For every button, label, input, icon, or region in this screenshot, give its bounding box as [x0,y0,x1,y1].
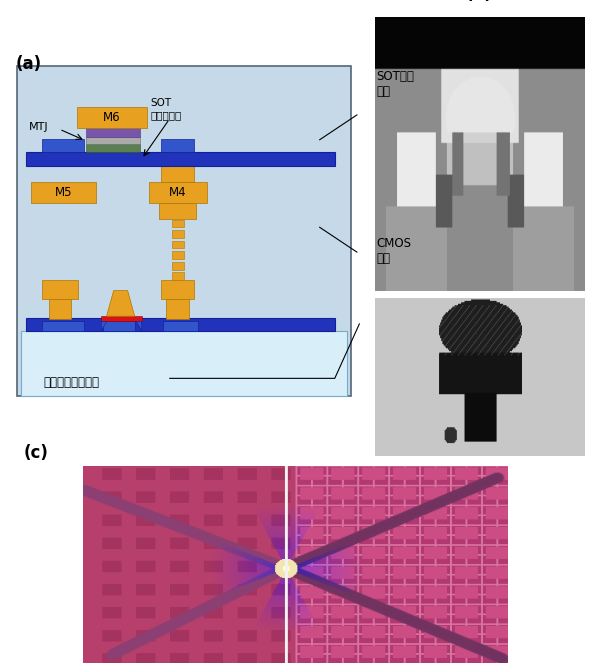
Bar [166,299,189,319]
Text: (a): (a) [15,56,41,74]
Bar [101,316,142,322]
Text: セルトランジスタ: セルトランジスタ [44,377,99,389]
Text: SOT
チャネル層: SOT チャネル層 [150,98,182,120]
Bar [172,230,184,238]
Bar [172,220,184,227]
Bar [86,129,140,137]
Bar [161,139,194,152]
Bar [21,331,347,396]
Bar [77,107,147,129]
Bar [161,166,194,182]
Text: SOT素子
部分: SOT素子 部分 [376,70,414,98]
Polygon shape [107,291,135,316]
Bar [42,321,84,331]
Bar [159,203,196,218]
Polygon shape [101,322,107,331]
Bar [42,139,84,152]
Bar [172,262,184,269]
Bar [172,272,184,280]
Bar [149,182,206,203]
Bar [26,152,335,166]
Bar [161,280,194,299]
Bar [48,299,71,319]
Bar [86,144,140,152]
Bar [26,318,335,331]
Bar [31,182,96,203]
Bar [163,321,198,331]
Bar [103,321,135,331]
Text: (b): (b) [466,0,493,3]
Polygon shape [136,322,142,331]
Bar [172,251,184,259]
Bar [86,137,140,144]
Text: M6: M6 [103,111,121,125]
Text: M5: M5 [55,186,72,199]
FancyBboxPatch shape [17,66,350,396]
Text: (c): (c) [23,444,48,462]
Bar [172,241,184,249]
Bar [42,280,78,299]
Text: M4: M4 [169,186,186,199]
Text: MTJ: MTJ [30,123,49,133]
Text: CMOS
部分: CMOS 部分 [376,237,411,265]
